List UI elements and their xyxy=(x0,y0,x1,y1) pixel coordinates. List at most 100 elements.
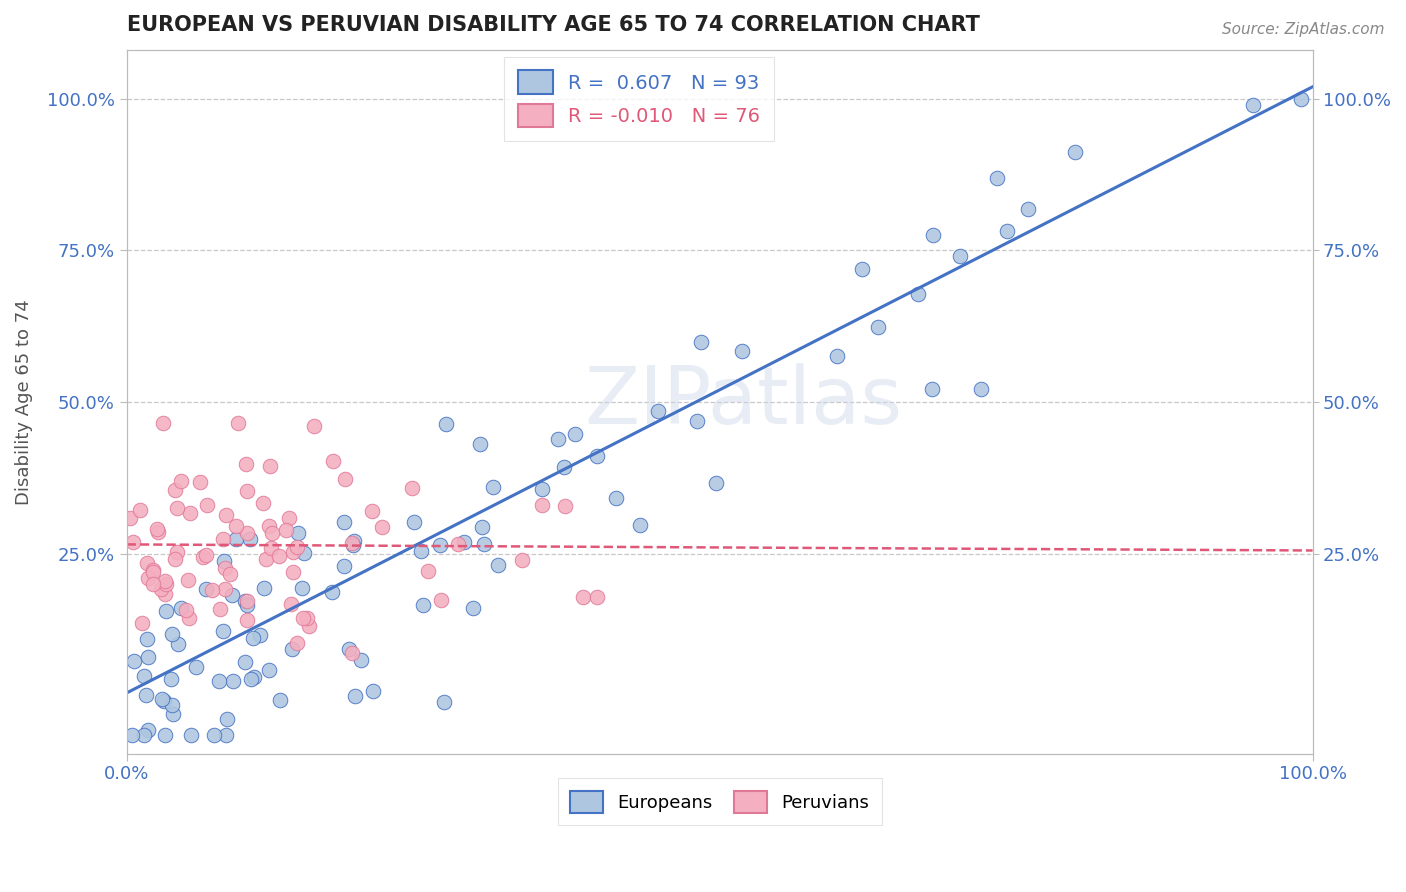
Point xyxy=(463,601,485,615)
Y-axis label: Disability Age 65 to 74: Disability Age 65 to 74 xyxy=(15,299,32,505)
Point xyxy=(333,559,356,574)
Point xyxy=(572,591,595,605)
Point xyxy=(647,404,669,418)
Point xyxy=(411,544,433,558)
Point xyxy=(153,693,176,707)
Point xyxy=(433,695,456,709)
Point xyxy=(190,475,212,489)
Point xyxy=(124,653,146,667)
Point xyxy=(235,457,257,471)
Point xyxy=(177,611,200,625)
Point xyxy=(142,565,165,579)
Point xyxy=(436,417,458,431)
Point xyxy=(152,417,174,431)
Point xyxy=(291,581,314,595)
Point xyxy=(401,481,423,495)
Point xyxy=(554,499,576,513)
Point xyxy=(214,560,236,574)
Point xyxy=(280,597,302,611)
Point xyxy=(132,669,155,683)
Point xyxy=(155,728,177,742)
Point xyxy=(179,507,201,521)
Point xyxy=(922,228,945,243)
Point xyxy=(704,476,727,491)
Point xyxy=(731,343,754,358)
Point xyxy=(907,286,929,301)
Point xyxy=(486,558,509,573)
Point xyxy=(361,684,384,698)
Point xyxy=(208,602,231,616)
Point xyxy=(212,533,235,547)
Point xyxy=(226,416,249,430)
Point xyxy=(269,693,291,707)
Text: EUROPEAN VS PERUVIAN DISABILITY AGE 65 TO 74 CORRELATION CHART: EUROPEAN VS PERUVIAN DISABILITY AGE 65 T… xyxy=(127,15,980,35)
Point xyxy=(165,483,187,498)
Point xyxy=(564,427,586,442)
Point xyxy=(236,593,259,607)
Point xyxy=(122,534,145,549)
Point xyxy=(136,571,159,585)
Point xyxy=(236,525,259,540)
Point xyxy=(412,598,434,612)
Point xyxy=(136,723,159,737)
Point xyxy=(253,581,276,595)
Point xyxy=(257,663,280,677)
Point xyxy=(340,646,363,660)
Point xyxy=(285,636,308,650)
Point xyxy=(291,610,314,624)
Point xyxy=(416,564,439,578)
Point xyxy=(344,689,367,703)
Point xyxy=(1017,202,1039,216)
Point xyxy=(921,382,943,396)
Point xyxy=(233,594,256,608)
Point xyxy=(160,698,183,712)
Point xyxy=(222,674,245,689)
Point xyxy=(135,688,157,702)
Point xyxy=(281,565,304,579)
Point xyxy=(868,320,890,334)
Point xyxy=(219,566,242,581)
Point xyxy=(547,432,569,446)
Point xyxy=(217,712,239,726)
Point xyxy=(170,601,193,615)
Point xyxy=(287,526,309,541)
Point xyxy=(471,520,494,534)
Point xyxy=(295,611,318,625)
Point xyxy=(249,627,271,641)
Point xyxy=(153,587,176,601)
Point xyxy=(131,615,153,630)
Point xyxy=(482,480,505,494)
Point xyxy=(215,728,238,742)
Point xyxy=(949,248,972,262)
Point xyxy=(1289,92,1312,106)
Point xyxy=(986,171,1008,186)
Point xyxy=(1064,145,1087,160)
Point xyxy=(274,523,297,537)
Point xyxy=(337,642,360,657)
Point xyxy=(136,632,159,646)
Point xyxy=(225,519,247,533)
Point xyxy=(453,535,475,549)
Point xyxy=(202,728,225,742)
Point xyxy=(257,519,280,533)
Point xyxy=(215,508,238,523)
Point xyxy=(194,548,217,562)
Point xyxy=(193,550,215,565)
Point xyxy=(277,510,299,524)
Point xyxy=(225,532,247,546)
Point xyxy=(333,515,356,529)
Point xyxy=(530,482,553,496)
Text: Source: ZipAtlas.com: Source: ZipAtlas.com xyxy=(1222,22,1385,37)
Point xyxy=(166,637,188,651)
Point xyxy=(361,504,384,518)
Point xyxy=(135,557,157,571)
Point xyxy=(472,537,495,551)
Point xyxy=(177,574,200,588)
Point xyxy=(243,670,266,684)
Point xyxy=(333,472,356,486)
Point xyxy=(162,706,184,721)
Point xyxy=(236,613,259,627)
Point xyxy=(281,545,304,559)
Point xyxy=(281,642,304,657)
Point xyxy=(242,631,264,645)
